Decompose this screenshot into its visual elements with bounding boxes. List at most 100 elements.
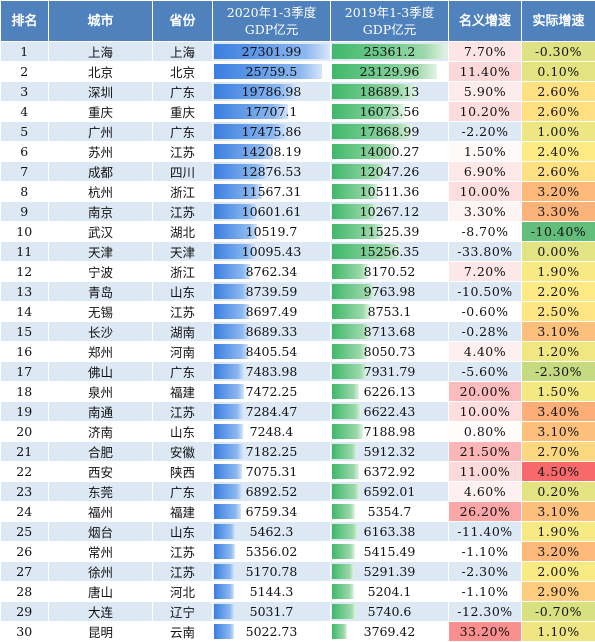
gdp-value: 17707.1 <box>246 104 298 119</box>
rank-cell: 26 <box>1 542 49 562</box>
gdp-value: 5022.73 <box>246 624 298 639</box>
header-gdp-2019[interactable]: 2019年1-3季度 GDP亿元 <box>331 1 449 42</box>
gdp-value: 18689.13 <box>360 84 420 99</box>
header-gdp-2020[interactable]: 2020年1-3季度 GDP亿元 <box>213 1 331 42</box>
nominal-growth-cell: 10.00% <box>449 402 522 422</box>
rank-cell: 18 <box>1 382 49 402</box>
province-cell: 浙江 <box>153 262 213 282</box>
data-bar <box>214 524 235 539</box>
data-bar <box>332 504 355 519</box>
province-cell: 河北 <box>153 582 213 602</box>
city-cell: 济南 <box>49 422 153 442</box>
gdp-2020-cell: 5022.73 <box>213 622 331 642</box>
gdp-2019-cell: 5204.1 <box>331 582 449 602</box>
header-city[interactable]: 城市 <box>49 1 153 42</box>
gdp-value: 7483.98 <box>246 364 298 379</box>
gdp-value: 7472.25 <box>246 384 298 399</box>
gdp-2020-cell: 11567.31 <box>213 182 331 202</box>
gdp-2020-cell: 8762.34 <box>213 262 331 282</box>
gdp-value: 10095.43 <box>242 244 302 259</box>
header-rank[interactable]: 排名 <box>1 1 49 42</box>
gdp-value: 5356.02 <box>246 544 298 559</box>
gdp-2019-cell: 16073.56 <box>331 102 449 122</box>
real-growth-cell: 0.00% <box>522 242 595 262</box>
gdp-2019-cell: 6622.43 <box>331 402 449 422</box>
gdp-value: 10601.61 <box>242 204 302 219</box>
gdp-value: 10267.12 <box>360 204 420 219</box>
real-growth-cell: 3.10% <box>522 422 595 442</box>
gdp-value: 5462.3 <box>250 524 294 539</box>
gdp-value: 7284.47 <box>246 404 298 419</box>
gdp-2019-cell: 18689.13 <box>331 82 449 102</box>
gdp-2020-cell: 7472.25 <box>213 382 331 402</box>
gdp-value: 8689.33 <box>246 324 298 339</box>
gdp-value: 6592.01 <box>364 484 416 499</box>
province-cell: 江苏 <box>153 402 213 422</box>
city-cell: 东莞 <box>49 482 153 502</box>
gdp-value: 8739.59 <box>246 284 298 299</box>
city-cell: 南京 <box>49 202 153 222</box>
city-cell: 上海 <box>49 42 153 62</box>
real-growth-cell: 2.50% <box>522 302 595 322</box>
data-bar <box>214 424 243 439</box>
city-cell: 西安 <box>49 462 153 482</box>
nominal-growth-cell: 4.40% <box>449 342 522 362</box>
real-growth-cell: 2.60% <box>522 162 595 182</box>
gdp-2020-cell: 17475.86 <box>213 122 331 142</box>
data-bar <box>214 384 244 399</box>
city-cell: 深圳 <box>49 82 153 102</box>
gdp-2019-cell: 8713.68 <box>331 322 449 342</box>
real-growth-cell: 1.10% <box>522 622 595 642</box>
gdp-2020-cell: 17707.1 <box>213 102 331 122</box>
header-nominal-growth[interactable]: 名义增速 <box>449 1 522 42</box>
data-bar <box>214 464 242 479</box>
rank-cell: 28 <box>1 582 49 602</box>
real-growth-cell: -2.30% <box>522 362 595 382</box>
gdp-2020-cell: 7248.4 <box>213 422 331 442</box>
gdp-value: 17475.86 <box>242 124 302 139</box>
nominal-growth-cell: -1.10% <box>449 542 522 562</box>
gdp-2019-cell: 8050.73 <box>331 342 449 362</box>
nominal-growth-cell: 33.20% <box>449 622 522 642</box>
province-cell: 广东 <box>153 82 213 102</box>
rank-cell: 30 <box>1 622 49 642</box>
rank-cell: 22 <box>1 462 49 482</box>
province-cell: 辽宁 <box>153 602 213 622</box>
gdp-2019-cell: 23129.96 <box>331 62 449 82</box>
header-real-growth[interactable]: 实际增速 <box>522 1 595 42</box>
data-bar <box>332 484 360 499</box>
gdp-value: 7182.25 <box>246 444 298 459</box>
gdp-2020-cell: 8739.59 <box>213 282 331 302</box>
real-growth-cell: 2.40% <box>522 142 595 162</box>
rank-cell: 14 <box>1 302 49 322</box>
gdp-2019-cell: 5740.6 <box>331 602 449 622</box>
gdp-value: 8753.1 <box>368 304 412 319</box>
rank-cell: 15 <box>1 322 49 342</box>
rank-cell: 5 <box>1 122 49 142</box>
header-province[interactable]: 省份 <box>153 1 213 42</box>
data-bar <box>332 564 354 579</box>
data-bar <box>214 304 249 319</box>
real-growth-cell: 2.60% <box>522 102 595 122</box>
data-bar <box>332 444 357 459</box>
real-growth-cell: 3.10% <box>522 502 595 522</box>
province-cell: 江苏 <box>153 542 213 562</box>
gdp-2020-cell: 5144.3 <box>213 582 331 602</box>
city-cell: 合肥 <box>49 442 153 462</box>
gdp-value: 14208.19 <box>242 144 302 159</box>
nominal-growth-cell: 6.90% <box>449 162 522 182</box>
gdp-value: 11525.39 <box>360 224 420 239</box>
gdp-value: 16073.56 <box>360 104 420 119</box>
real-growth-cell: 4.50% <box>522 462 595 482</box>
nominal-growth-cell: -11.40% <box>449 522 522 542</box>
gdp-2020-cell: 25759.5 <box>213 62 331 82</box>
